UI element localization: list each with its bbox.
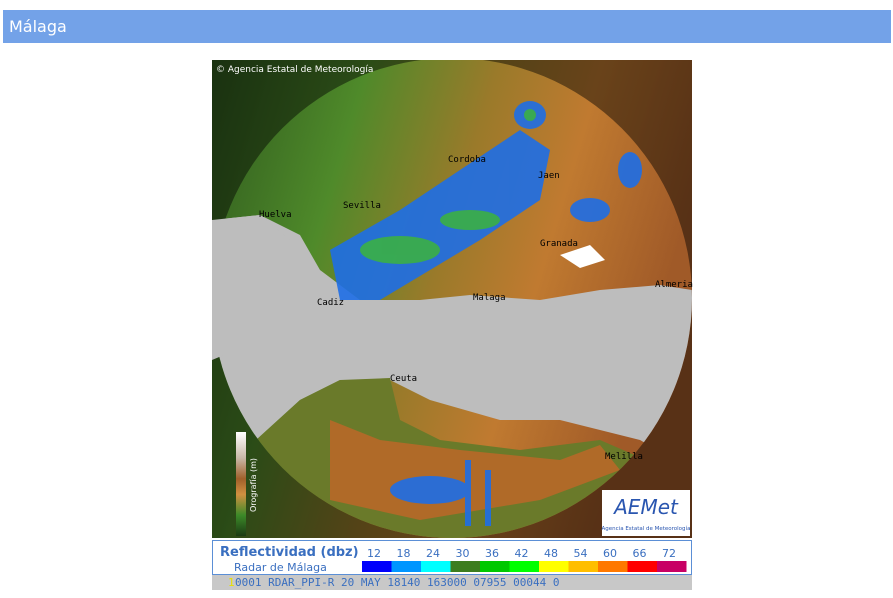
place-label: Melilla	[605, 452, 643, 462]
logo-box	[602, 490, 690, 536]
footer-bar	[212, 575, 692, 590]
legend-level: 24	[426, 547, 440, 560]
legend-subtitle: Radar de Málaga	[234, 561, 327, 574]
logo-caption: Agencia Estatal de Meteorología	[602, 525, 691, 532]
legend-level: 30	[456, 547, 470, 560]
logo: AEMet	[612, 495, 679, 519]
legend-level: 18	[397, 547, 411, 560]
legend-swatch	[657, 561, 687, 572]
place-label: Sevilla	[343, 201, 381, 211]
legend-level: 42	[515, 547, 529, 560]
legend-level: 12	[367, 547, 381, 560]
place-label: Jaen	[538, 171, 560, 181]
snow	[560, 245, 605, 268]
legend-swatch	[627, 561, 657, 572]
legend-level: 36	[485, 547, 499, 560]
legend-swatch	[421, 561, 451, 572]
echoes-green	[360, 109, 536, 264]
copyright: © Agencia Estatal de Meteorología	[216, 65, 373, 75]
legend-swatch	[362, 561, 392, 572]
legend-swatch	[598, 561, 628, 572]
legend-swatch	[450, 561, 480, 572]
place-label: Cadiz	[317, 298, 344, 308]
legend-level: 72	[662, 547, 676, 560]
legend-swatch	[480, 561, 510, 572]
place-label: Granada	[540, 239, 578, 249]
places: Cordoba Sevilla Huelva Jaen Granada Cadiz Mala…	[259, 155, 693, 462]
legend-level: 66	[633, 547, 647, 560]
legend-swatch	[509, 561, 539, 572]
orography-bar	[236, 432, 246, 536]
legend-level: 48	[544, 547, 558, 560]
place-label: Ceuta	[390, 374, 417, 384]
legend-swatch	[539, 561, 569, 572]
sea	[212, 215, 692, 480]
place-label: Almeria	[655, 280, 693, 290]
place-label: Malaga	[473, 293, 506, 303]
orography-title: Orografía (m)	[249, 458, 258, 512]
legend-level: 60	[603, 547, 617, 560]
place-label: Cordoba	[448, 155, 486, 165]
footer-text: 0001 RDAR_PPI-R 20 MAY 18140 163000 0795…	[235, 576, 560, 589]
place-label: Huelva	[259, 210, 292, 220]
legend-levels: 12 18 24 30 36 42 48 54 60 66 72	[362, 547, 687, 572]
header: Málaga	[3, 10, 891, 43]
map	[212, 60, 692, 538]
legend-level: 54	[574, 547, 588, 560]
footer-prefix: 1	[228, 576, 235, 589]
legend-swatch	[568, 561, 598, 572]
legend-swatch	[391, 561, 421, 572]
sea-out	[212, 215, 300, 360]
legend-title: Reflectividad (dbz)	[220, 545, 359, 560]
